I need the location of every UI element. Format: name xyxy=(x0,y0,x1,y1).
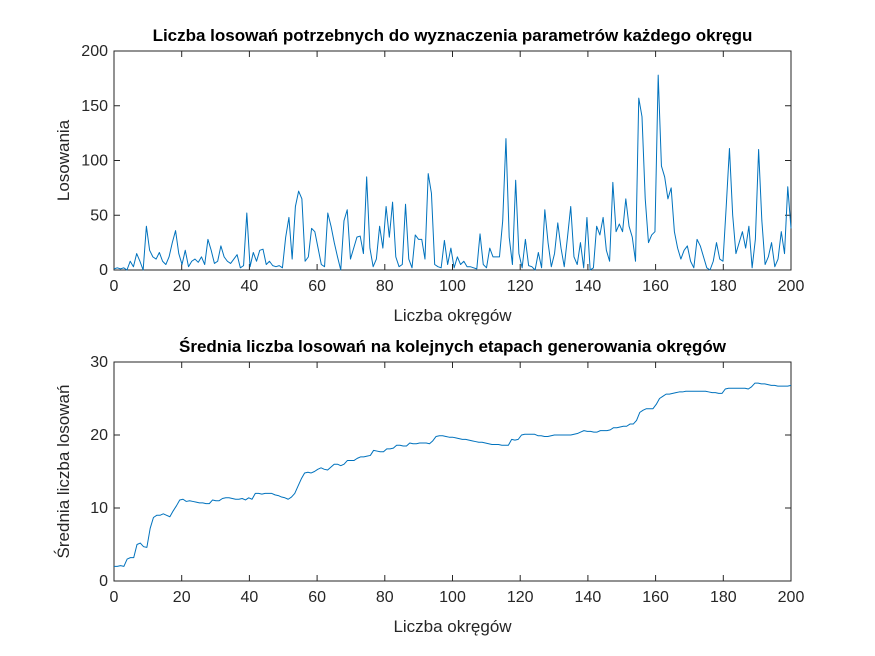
x-axis-label: Liczba okręgów xyxy=(393,306,512,325)
y-tick-label: 10 xyxy=(90,500,108,517)
x-tick-label: 180 xyxy=(710,589,737,606)
x-tick-label: 120 xyxy=(507,589,534,606)
y-tick-label: 0 xyxy=(99,262,108,279)
chart-title: Liczba losowań potrzebnych do wyznaczeni… xyxy=(153,26,753,45)
y-tick-label: 20 xyxy=(90,427,108,444)
series-line xyxy=(114,382,792,567)
y-tick-label: 150 xyxy=(81,98,108,115)
y-tick-label: 50 xyxy=(90,207,108,224)
plot-area xyxy=(113,361,792,582)
x-tick-label: 80 xyxy=(376,278,394,295)
plot-area xyxy=(113,50,792,271)
y-tick-label: 100 xyxy=(81,153,108,170)
series-line xyxy=(113,74,792,271)
x-tick-label: 60 xyxy=(308,278,326,295)
x-tick-label: 160 xyxy=(642,589,669,606)
y-tick-label: 30 xyxy=(90,354,108,371)
y-tick-label: 0 xyxy=(99,573,108,590)
x-tick-label: 140 xyxy=(575,589,602,606)
y-tick-label: 200 xyxy=(81,43,108,60)
y-axis-label: Losowania xyxy=(54,119,73,201)
bottom-subplot: 0 20 40 60 80 100 120 140 160 180 200 0 10 20 30 Średni… xyxy=(54,337,804,636)
x-tick-label: 80 xyxy=(376,589,394,606)
x-tick-label: 60 xyxy=(308,589,326,606)
x-tick-label: 0 xyxy=(110,589,119,606)
x-tick-label: 140 xyxy=(575,278,602,295)
y-axis-label: Średnia liczba losowań xyxy=(54,385,73,559)
x-tick-label: 0 xyxy=(110,278,119,295)
x-axis-label: Liczba okręgów xyxy=(393,617,512,636)
x-tick-label: 100 xyxy=(439,589,466,606)
x-tick-label: 40 xyxy=(241,589,259,606)
x-tick-label: 20 xyxy=(173,589,191,606)
x-tick-label: 160 xyxy=(642,278,669,295)
x-tick-label: 180 xyxy=(710,278,737,295)
top-subplot: 0 20 40 60 80 100 120 140 160 180 200 0 50 100 150 200 L… xyxy=(54,26,804,325)
x-tick-label: 100 xyxy=(439,278,466,295)
x-tick-label: 120 xyxy=(507,278,534,295)
x-tick-label: 40 xyxy=(241,278,259,295)
x-tick-label: 20 xyxy=(173,278,191,295)
x-tick-label: 200 xyxy=(778,589,805,606)
chart-title: Średnia liczba losowań na kolejnych etap… xyxy=(179,337,727,356)
x-tick-label: 200 xyxy=(778,278,805,295)
